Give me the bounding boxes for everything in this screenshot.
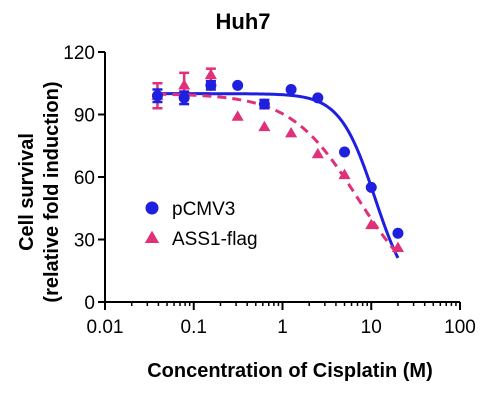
x-tick-label: 1 xyxy=(277,317,288,338)
data-point-pcmv3 xyxy=(312,92,324,104)
data-point-ass1-flag xyxy=(258,120,271,132)
data-point-ass1-flag xyxy=(338,168,351,180)
data-point-ass1-flag xyxy=(231,110,244,121)
fit-curve-ass1-flag xyxy=(157,92,400,256)
legend: pCMV3 ASS1-flag xyxy=(144,199,258,250)
x-tick-label: 100 xyxy=(444,317,476,338)
data-point-pcmv3 xyxy=(285,84,297,95)
x-tick-label: 0.1 xyxy=(181,317,207,338)
data-point-pcmv3 xyxy=(365,181,377,193)
y-tick-label: 90 xyxy=(74,106,95,127)
data-point-pcmv3 xyxy=(339,146,351,158)
data-point-ass1-flag xyxy=(311,147,324,159)
data-point-pcmv3 xyxy=(178,92,190,104)
data-point-pcmv3 xyxy=(392,227,404,239)
data-point-pcmv3 xyxy=(151,90,163,102)
y-tick-label: 30 xyxy=(74,231,95,252)
y-axis-label: Cell survival (relative fold induction) xyxy=(16,81,63,302)
x-tick-label: 0.01 xyxy=(87,317,124,338)
y-axis-label-line2: (relative fold induction) xyxy=(41,81,63,302)
data-points xyxy=(151,67,405,253)
fit-curves xyxy=(157,92,400,259)
data-point-ass1-flag xyxy=(204,68,217,80)
data-point-pcmv3 xyxy=(258,98,270,110)
x-tick-label: 10 xyxy=(361,317,382,338)
legend-marker-ass1-flag xyxy=(144,230,160,243)
y-axis-label-line1: Cell survival xyxy=(16,133,38,251)
y-tick-label: 120 xyxy=(63,43,95,64)
data-point-ass1-flag xyxy=(365,218,378,230)
data-point-pcmv3 xyxy=(205,79,217,91)
y-tick-label: 60 xyxy=(74,168,95,189)
data-point-ass1-flag xyxy=(391,241,405,253)
fit-curve-pcmv3 xyxy=(157,92,400,259)
legend-marker-pcmv3 xyxy=(145,201,159,215)
legend-label: pCMV3 xyxy=(172,199,235,220)
axes: 0 30 60 90 120 0.01 0.1 1 10 100 xyxy=(63,43,476,338)
y-tick-label: 0 xyxy=(84,293,95,314)
legend-label: ASS1-flag xyxy=(172,229,258,250)
data-point-ass1-flag xyxy=(285,126,298,138)
x-axis-label: Concentration of Cisplatin (M) xyxy=(147,360,433,382)
data-point-pcmv3 xyxy=(232,79,244,91)
data-point-ass1-flag xyxy=(178,79,191,90)
chart-title: Huh7 xyxy=(216,9,271,34)
